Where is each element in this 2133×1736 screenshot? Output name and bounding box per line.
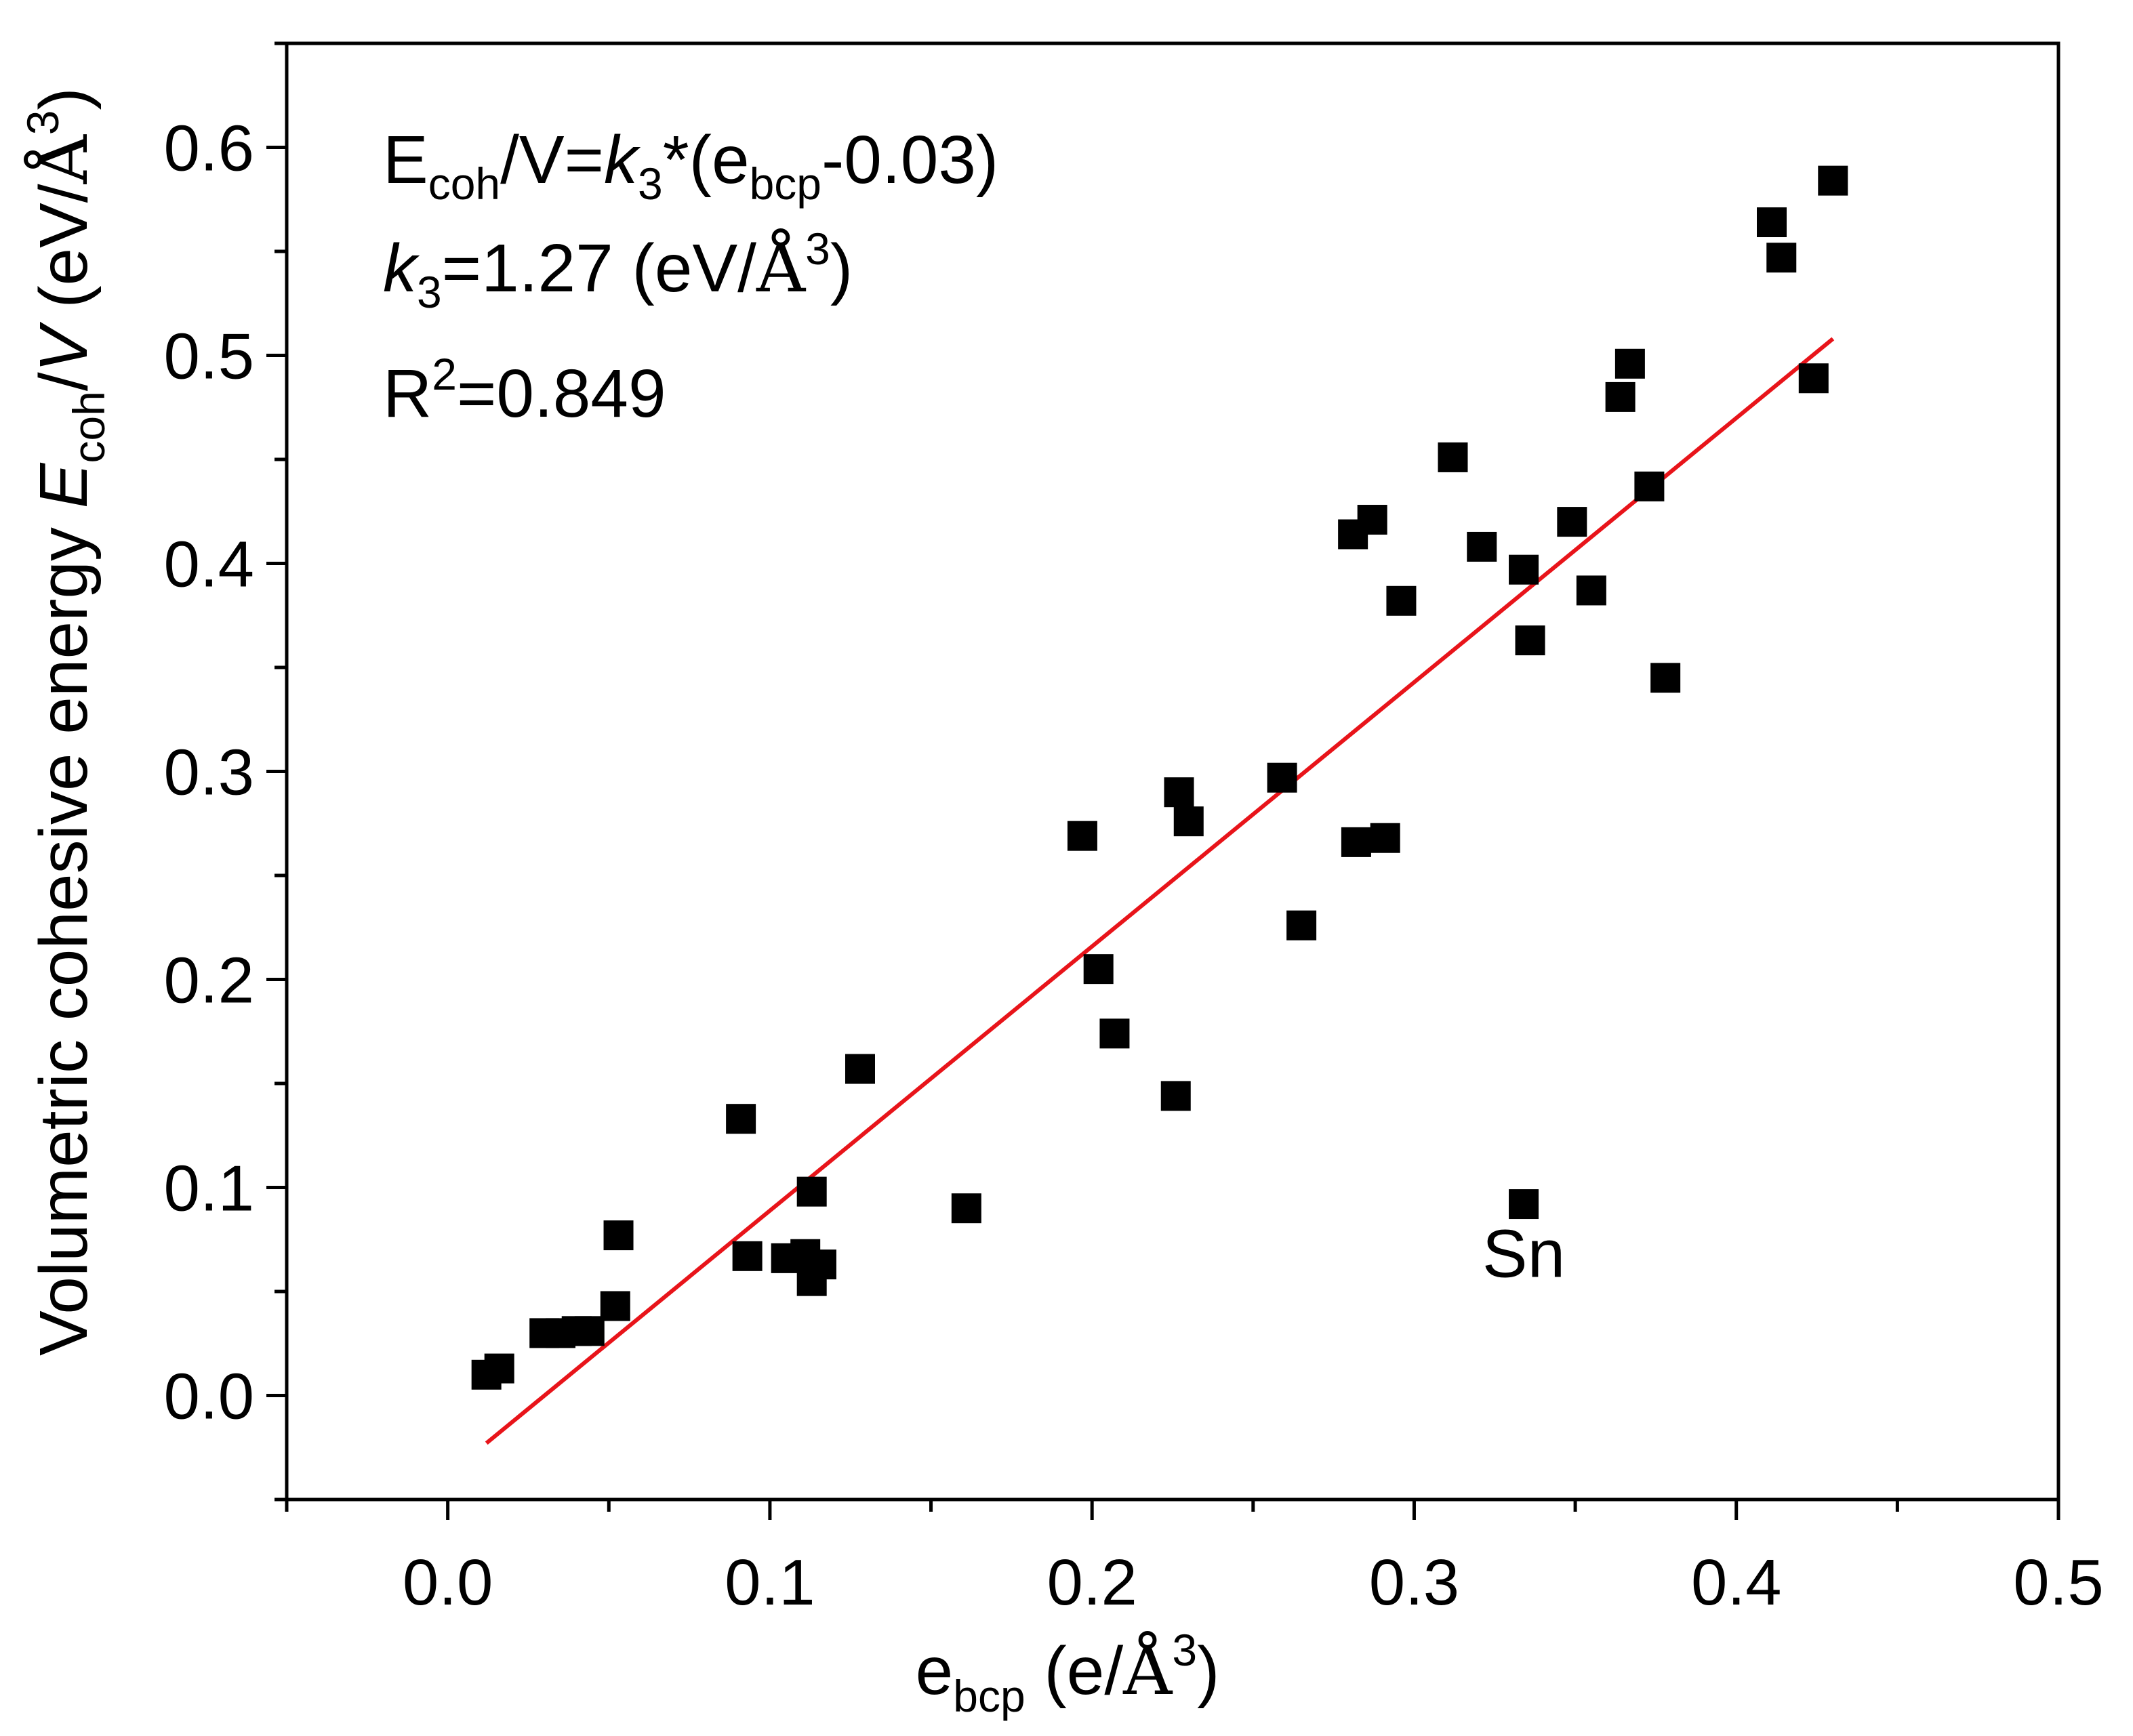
y-tick-label: 0.5 xyxy=(164,321,254,393)
data-point xyxy=(806,1249,836,1280)
eq3-sup: 2 xyxy=(432,349,457,399)
data-point xyxy=(600,1291,630,1321)
y-axis-ticks: 0.0 0.1 0.2 0.3 0.4 0.5 0.6 xyxy=(164,41,287,1502)
xlabel-e: e xyxy=(916,1633,954,1709)
ylabel-unit-close: ) xyxy=(26,87,102,110)
x-axis-title: ebcp (e/Å3) xyxy=(916,1625,1220,1721)
y-tick-label: 0.3 xyxy=(164,737,254,809)
data-point xyxy=(732,1241,763,1271)
eq2-angstrom: Å xyxy=(756,228,807,308)
data-point xyxy=(1509,554,1539,585)
eq1-k: k xyxy=(604,122,641,198)
x-tick-label: 0.1 xyxy=(725,1546,815,1619)
data-point xyxy=(1099,1018,1130,1049)
data-point xyxy=(1766,243,1797,273)
data-point xyxy=(1267,762,1297,793)
data-point xyxy=(1576,575,1606,606)
data-point xyxy=(1614,348,1645,379)
y-tick-label: 0.2 xyxy=(164,945,254,1017)
xlabel-unit-open: (e/ xyxy=(1025,1633,1124,1709)
y-tick-label: 0.0 xyxy=(164,1361,254,1433)
ylabel-sub: coh xyxy=(64,391,114,463)
x-tick-label: 0.2 xyxy=(1047,1546,1137,1619)
eq2-sup: 3 xyxy=(805,224,830,274)
ylabel-prefix: Volumetric cohesive energy xyxy=(26,508,102,1356)
data-point xyxy=(1083,954,1114,985)
data-point xyxy=(1634,471,1665,501)
y-tick-label: 0.6 xyxy=(164,112,254,185)
data-point xyxy=(796,1176,827,1207)
eq3-r: R xyxy=(383,356,432,432)
annotation-sn: Sn xyxy=(1482,1216,1565,1292)
eq1-coh-sub: coh xyxy=(428,159,500,209)
data-point xyxy=(1160,1081,1191,1111)
eq2-k: k xyxy=(383,230,420,306)
equation-line-1: Ecoh/V=k3*(ebcp-0.03) xyxy=(383,122,998,209)
equation-line-3: R2=0.849 xyxy=(383,349,666,432)
data-point xyxy=(1557,507,1587,537)
x-tick-label: 0.4 xyxy=(1691,1546,1781,1619)
ylabel-v: V xyxy=(26,321,102,372)
data-points xyxy=(471,165,1848,1390)
data-point xyxy=(1818,165,1848,196)
data-point xyxy=(1509,1189,1539,1220)
data-point xyxy=(951,1193,981,1224)
ylabel-slash: / xyxy=(26,372,102,391)
data-point xyxy=(603,1220,634,1251)
xlabel-angstrom: Å xyxy=(1122,1631,1173,1710)
eq1-e-bcp: *(e xyxy=(663,122,750,198)
eq1-v: /V= xyxy=(500,122,604,198)
y-tick-label: 0.4 xyxy=(164,529,254,601)
eq1-bcp-sub: bcp xyxy=(750,159,821,209)
linear-fit-line xyxy=(485,337,1835,1445)
data-point xyxy=(1173,806,1204,837)
eq2-close: ) xyxy=(830,230,853,306)
xlabel-sup: 3 xyxy=(1172,1625,1197,1675)
eq1-e: E xyxy=(383,122,428,198)
data-point xyxy=(1370,823,1400,853)
fit-equation: Ecoh/V=k3*(ebcp-0.03) k3=1.27 (eV/Å3) R2… xyxy=(383,122,998,432)
x-tick-label: 0.3 xyxy=(1369,1546,1459,1619)
data-point xyxy=(1757,207,1787,238)
data-point xyxy=(1515,625,1545,656)
data-point xyxy=(1357,505,1387,535)
data-point xyxy=(1386,585,1417,616)
x-axis-ticks: 0.0 0.1 0.2 0.3 0.4 0.5 xyxy=(285,1500,2104,1619)
data-point xyxy=(845,1054,875,1084)
eq2-k-sub: 3 xyxy=(417,267,442,317)
data-point xyxy=(1650,663,1681,693)
eq1-tail: -0.03) xyxy=(821,122,998,198)
data-point xyxy=(484,1353,514,1384)
ylabel-unit-open: (eV/ xyxy=(26,184,102,327)
data-point xyxy=(1438,442,1468,472)
y-axis-title: Volumetric cohesive energy Ecoh/V (eV/Å3… xyxy=(18,87,114,1356)
xlabel-sub: bcp xyxy=(953,1671,1025,1721)
x-tick-label: 0.5 xyxy=(2013,1546,2103,1619)
equation-line-2: k3=1.27 (eV/Å3) xyxy=(383,224,853,317)
ylabel-angstrom: Å xyxy=(24,133,103,184)
y-tick-label: 0.1 xyxy=(164,1153,254,1225)
data-point xyxy=(1798,363,1829,394)
data-point xyxy=(1164,777,1194,808)
data-point xyxy=(1067,821,1097,851)
ylabel-e: E xyxy=(26,462,102,508)
xlabel-unit-close: ) xyxy=(1197,1633,1219,1709)
ylabel-sup: 3 xyxy=(18,110,68,135)
x-tick-label: 0.0 xyxy=(403,1546,493,1619)
data-point xyxy=(1341,827,1371,857)
data-point xyxy=(1286,910,1317,941)
data-point xyxy=(726,1104,756,1134)
eq1-k-sub: 3 xyxy=(638,159,663,209)
data-point xyxy=(1605,381,1636,412)
data-point xyxy=(574,1316,605,1346)
data-point xyxy=(1467,531,1497,562)
eq2-value: =1.27 (eV/ xyxy=(442,230,756,306)
eq3-value: =0.849 xyxy=(457,356,666,432)
